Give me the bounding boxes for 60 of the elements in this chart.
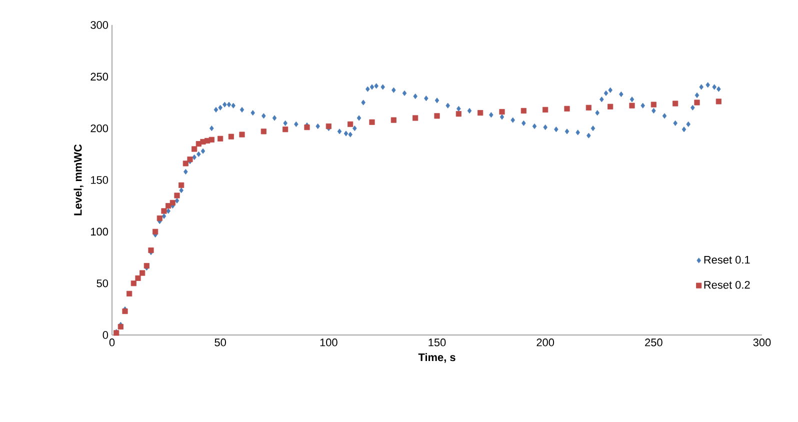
- point: [282, 126, 288, 132]
- legend-label: Reset 0.1: [704, 256, 750, 264]
- point: [520, 108, 526, 114]
- point: [434, 113, 440, 119]
- x-tick-label: 0: [109, 338, 115, 346]
- point: [390, 117, 396, 123]
- point: [499, 109, 505, 115]
- y-axis-title: Level, mmWC: [74, 144, 84, 216]
- x-tick-label: 300: [753, 338, 771, 346]
- point: [412, 115, 418, 121]
- point: [348, 121, 354, 127]
- y-tick-label: 300: [90, 21, 108, 29]
- point: [174, 192, 180, 198]
- x-tick-label: 200: [536, 338, 554, 346]
- point: [122, 308, 128, 314]
- point: [629, 102, 635, 108]
- point: [192, 146, 198, 152]
- point: [228, 134, 234, 140]
- point: [608, 104, 614, 110]
- point: [218, 136, 224, 142]
- x-tick-label: 50: [214, 338, 226, 346]
- point: [326, 123, 332, 130]
- x-axis-title: Time, s: [418, 353, 456, 363]
- point: [135, 275, 141, 281]
- point: [178, 182, 184, 188]
- point: [170, 200, 176, 206]
- point: [369, 119, 375, 125]
- point: [140, 270, 146, 276]
- point: [716, 98, 722, 104]
- point: [126, 290, 132, 296]
- point: [161, 208, 167, 214]
- point: [182, 160, 188, 166]
- point: [156, 215, 162, 222]
- point: [239, 132, 245, 138]
- y-tick-label: 200: [90, 124, 108, 132]
- x-tick-label: 250: [645, 338, 662, 346]
- point: [456, 111, 462, 117]
- point: [304, 124, 310, 130]
- point: [152, 228, 158, 234]
- point: [118, 324, 124, 330]
- y-tick-label: 0: [102, 331, 108, 339]
- y-tick-label: 250: [90, 72, 108, 81]
- y-tick-label: 50: [96, 279, 108, 288]
- point: [148, 247, 154, 254]
- point: [672, 100, 678, 106]
- x-tick-label: 100: [320, 338, 338, 346]
- legend-label: Reset 0.2: [704, 280, 750, 289]
- point: [144, 262, 150, 269]
- x-tick-label: 150: [428, 338, 446, 346]
- point: [478, 110, 484, 116]
- point: [586, 104, 592, 110]
- point: [542, 106, 548, 113]
- point: [208, 136, 214, 142]
- y-tick-label: 150: [91, 176, 108, 184]
- point: [564, 106, 570, 112]
- point: [650, 102, 656, 108]
- point: [694, 100, 700, 106]
- point: [130, 280, 136, 286]
- y-tick-label: 100: [91, 228, 108, 236]
- point: [260, 128, 266, 134]
